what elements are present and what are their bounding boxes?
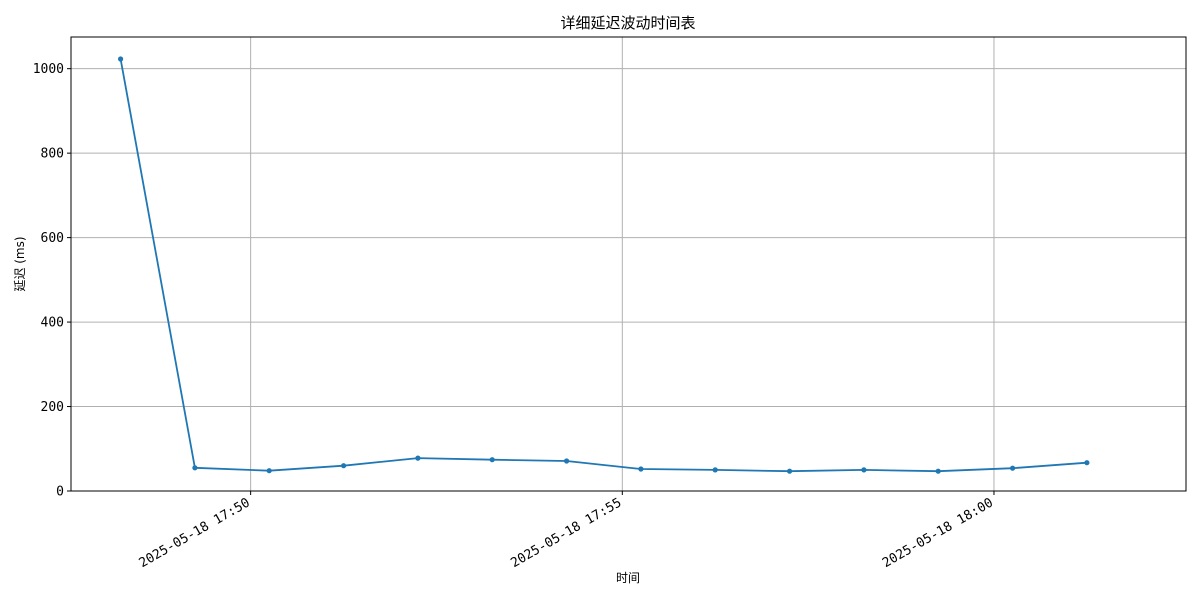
y-axis-label: 延迟 (ms) xyxy=(13,236,27,291)
data-point xyxy=(712,467,718,473)
data-point xyxy=(1084,460,1090,466)
plot-area xyxy=(71,37,1186,491)
chart-title: 详细延迟波动时间表 xyxy=(560,14,695,32)
data-point xyxy=(192,465,198,471)
data-point xyxy=(341,463,347,469)
axes xyxy=(70,36,1187,492)
x-axis-label: 时间 xyxy=(616,571,640,585)
data-point xyxy=(266,468,272,474)
data-point xyxy=(1010,465,1016,471)
series-line xyxy=(119,58,1087,473)
data-point xyxy=(861,467,867,473)
data-point xyxy=(489,457,495,463)
data-point xyxy=(935,468,941,474)
plot-background xyxy=(71,37,1186,491)
data-point xyxy=(415,455,421,461)
y-axis-ticks: 0 200 400 600 800 1000 xyxy=(33,62,71,500)
data-point xyxy=(787,468,793,474)
data-point xyxy=(564,458,570,464)
y-tick-label: 600 xyxy=(41,231,64,246)
y-tick-label: 200 xyxy=(41,400,64,415)
y-tick-label: 1000 xyxy=(33,62,64,77)
axes-frame xyxy=(70,36,1187,492)
y-tick-label: 800 xyxy=(41,147,64,162)
data-point xyxy=(638,466,644,472)
y-tick-label: 400 xyxy=(41,316,64,331)
data-point xyxy=(118,56,124,62)
y-tick-label: 0 xyxy=(56,485,64,500)
series-layer xyxy=(118,56,1090,474)
